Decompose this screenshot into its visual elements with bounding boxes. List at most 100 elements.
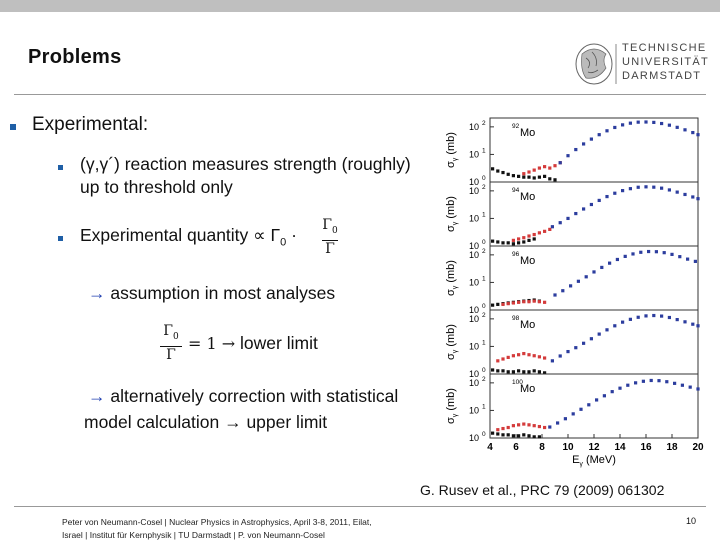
x-tick-label: 20 bbox=[692, 442, 704, 453]
figure-caption: G. Rusev et al., PRC 79 (2009) 061302 bbox=[420, 482, 665, 498]
y-axis-symbol: σ bbox=[445, 225, 457, 232]
data-point-blue bbox=[696, 197, 700, 201]
data-point-red bbox=[517, 237, 521, 241]
data-point-blue bbox=[613, 191, 617, 195]
y-tick-exponent: 0 bbox=[482, 431, 486, 438]
data-point-blue bbox=[636, 315, 640, 319]
page-title: Problems bbox=[28, 46, 122, 68]
data-point-black bbox=[491, 239, 495, 243]
item2-label: Experimental quantity ∝ Γ bbox=[80, 225, 281, 245]
data-point-blue bbox=[571, 412, 575, 416]
data-point-blue bbox=[566, 216, 570, 221]
data-point-blue bbox=[691, 195, 695, 199]
data-point-black bbox=[527, 175, 531, 179]
data-point-blue bbox=[569, 284, 573, 288]
data-point-red bbox=[532, 354, 536, 358]
y-tick-label: 10 bbox=[469, 186, 479, 196]
data-point-black bbox=[517, 174, 521, 178]
data-point-blue bbox=[644, 314, 648, 318]
sub-bullet-marker bbox=[58, 236, 63, 241]
y-tick-label: 10 bbox=[469, 213, 479, 223]
data-point-blue bbox=[652, 185, 656, 189]
data-point-blue bbox=[693, 259, 697, 263]
y-tick-exponent: 2 bbox=[482, 184, 486, 191]
data-point-black bbox=[491, 167, 495, 171]
alternative-line2: model calculation → upper limit bbox=[84, 412, 328, 432]
data-point-black bbox=[511, 242, 515, 246]
data-point-blue bbox=[675, 317, 679, 322]
data-point-black bbox=[522, 433, 526, 437]
data-point-blue bbox=[667, 123, 671, 127]
data-point-blue bbox=[634, 381, 638, 385]
data-point-black bbox=[532, 369, 536, 373]
data-point-red bbox=[537, 231, 541, 235]
y-tick-label: 10 bbox=[469, 369, 479, 379]
data-point-black bbox=[527, 238, 531, 242]
data-point-blue bbox=[548, 425, 552, 429]
data-point-black bbox=[496, 302, 500, 306]
footer-line2: Israel | Institut für Kernphysik | TU Da… bbox=[62, 530, 325, 540]
data-point-blue bbox=[600, 265, 604, 270]
data-point-black bbox=[491, 303, 495, 307]
panel-mass-number: 100 bbox=[512, 379, 523, 386]
data-point-blue bbox=[691, 322, 695, 326]
data-point-blue bbox=[688, 385, 692, 389]
data-point-red bbox=[543, 300, 547, 304]
data-point-blue bbox=[566, 349, 570, 354]
data-point-blue bbox=[662, 251, 666, 255]
panel-mass-number: 92 bbox=[512, 123, 520, 130]
data-point-blue bbox=[595, 398, 599, 402]
y-tick-label: 10 bbox=[469, 378, 479, 388]
data-point-blue bbox=[660, 186, 664, 190]
y-tick-label: 10 bbox=[469, 250, 479, 260]
y-tick-label: 10 bbox=[469, 277, 479, 287]
data-point-red bbox=[501, 302, 505, 306]
panel-mass-number: 98 bbox=[512, 315, 520, 322]
data-point-blue bbox=[652, 313, 656, 318]
data-point-black bbox=[511, 370, 515, 374]
data-point-blue bbox=[550, 359, 554, 363]
y-tick-exponent: 0 bbox=[482, 239, 486, 246]
panel-element-label: Mo bbox=[520, 319, 535, 331]
panel-element-label: Mo bbox=[520, 255, 535, 267]
page-number: 10 bbox=[686, 516, 697, 526]
data-point-blue bbox=[623, 254, 627, 258]
data-point-black bbox=[511, 174, 515, 178]
data-point-red bbox=[522, 172, 526, 176]
y-axis-label: σγ (mb) bbox=[445, 260, 459, 296]
y-tick-exponent: 2 bbox=[482, 376, 486, 383]
data-point-blue bbox=[683, 320, 687, 324]
y-tick-exponent: 2 bbox=[482, 248, 486, 255]
data-point-black bbox=[506, 241, 510, 245]
data-point-blue bbox=[574, 147, 578, 152]
logo-text-line2: UNIVERSITÄT bbox=[622, 56, 710, 68]
data-point-blue bbox=[675, 125, 679, 129]
data-point-red bbox=[506, 302, 510, 306]
y-tick-exponent: 2 bbox=[482, 120, 486, 127]
data-point-red bbox=[496, 428, 500, 432]
ratio-eq: = 1 → bbox=[188, 334, 236, 353]
data-point-red bbox=[532, 168, 536, 172]
x-axis-symbol: E bbox=[572, 454, 579, 466]
data-point-blue bbox=[613, 125, 617, 130]
data-point-blue bbox=[582, 142, 586, 146]
data-point-blue bbox=[597, 133, 601, 137]
data-point-red bbox=[501, 357, 505, 361]
data-point-blue bbox=[644, 185, 648, 189]
data-point-blue bbox=[605, 194, 609, 199]
data-point-blue bbox=[597, 198, 601, 203]
data-point-blue bbox=[556, 421, 560, 425]
data-point-black bbox=[496, 240, 500, 244]
data-point-blue bbox=[621, 189, 625, 193]
data-point-blue bbox=[558, 354, 562, 358]
data-point-blue bbox=[647, 249, 651, 254]
data-point-black bbox=[543, 174, 547, 178]
data-point-black bbox=[543, 371, 547, 375]
data-point-blue bbox=[626, 383, 630, 387]
logo-text-line3: DARMSTADT bbox=[622, 70, 702, 82]
data-point-red bbox=[532, 232, 536, 237]
item2-fraction: Γ0 Γ bbox=[322, 218, 338, 257]
data-point-red bbox=[511, 424, 515, 428]
x-axis-label: Eγ (MeV) bbox=[572, 454, 616, 468]
